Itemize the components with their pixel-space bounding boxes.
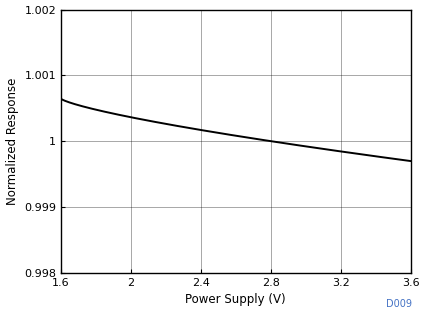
X-axis label: Power Supply (V): Power Supply (V) bbox=[185, 294, 286, 306]
Text: D009: D009 bbox=[386, 299, 412, 309]
Y-axis label: Normalized Response: Normalized Response bbox=[6, 78, 19, 205]
